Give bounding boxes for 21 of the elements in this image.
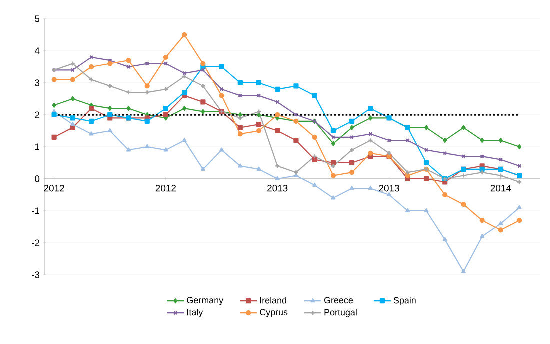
- y-tick-label: -3: [32, 272, 40, 278]
- x-tick-label: 2012: [156, 185, 176, 192]
- legend-label: Greece: [324, 297, 354, 304]
- x-tick-label: 2012: [44, 185, 64, 192]
- x-tick-label: 2014: [490, 185, 512, 192]
- y-tick-label: -1: [32, 208, 40, 214]
- x-tick-label: 2013: [379, 185, 400, 192]
- legend-label: Ireland: [260, 297, 286, 304]
- legend-label: Cyprus: [260, 309, 288, 318]
- legend-label: Italy: [188, 309, 204, 318]
- y-tick-label: 0: [35, 176, 40, 182]
- y-tick-label: 4: [34, 48, 40, 54]
- y-tick-label: 3: [35, 80, 40, 86]
- y-tick-label: 2: [35, 112, 40, 118]
- y-tick-label: 1: [35, 144, 40, 150]
- legend-label: Spain: [394, 297, 416, 306]
- x-tick-label: 2013: [268, 185, 288, 192]
- y-tick-label: 5: [35, 16, 40, 22]
- legend-label: Germany: [187, 297, 224, 306]
- legend-label: Portugal: [324, 309, 357, 318]
- y-tick-label: -2: [32, 240, 40, 246]
